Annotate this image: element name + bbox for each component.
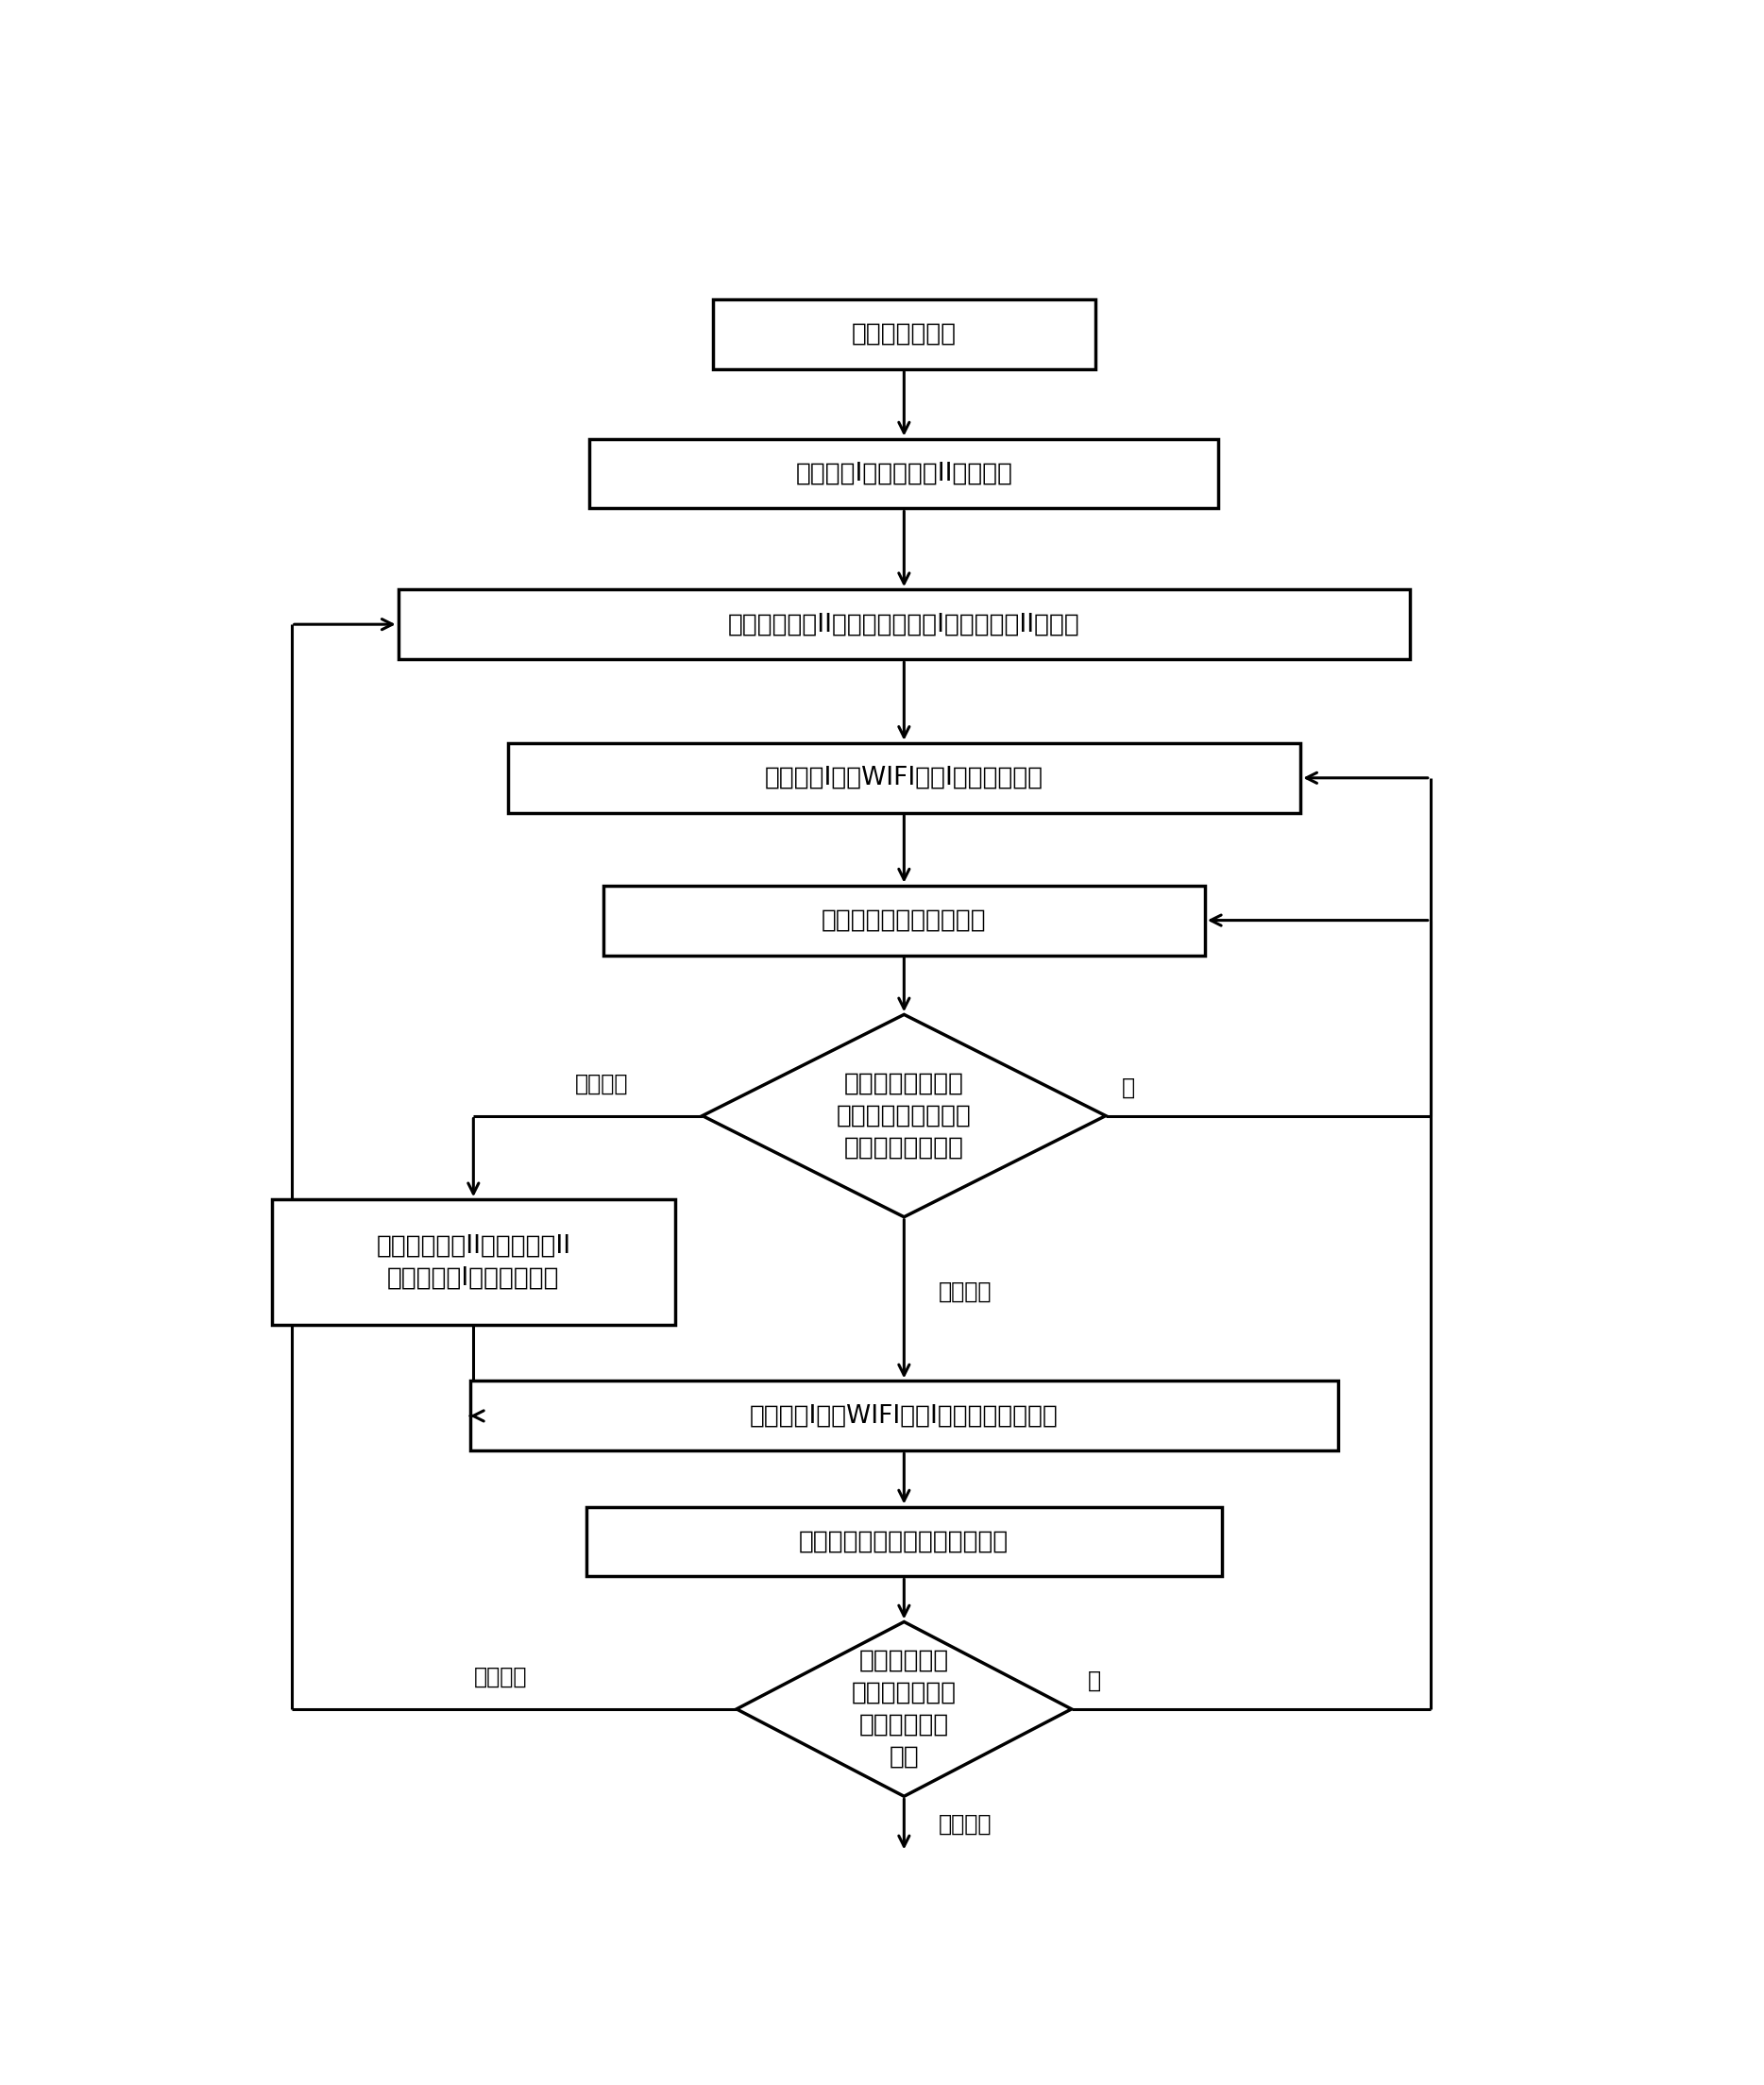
Text: 自动转换: 自动转换 (938, 1812, 991, 1835)
Polygon shape (702, 1015, 1106, 1218)
Text: 蓝牙模块I与蓝牙模块II配对连接: 蓝牙模块I与蓝牙模块II配对连接 (796, 461, 1013, 486)
Text: 手动转换: 手动转换 (475, 1666, 527, 1689)
Text: 是否进行自动唤醒
或手动唤醒扩展系统
进入正常工作状态: 是否进行自动唤醒 或手动唤醒扩展系统 进入正常工作状态 (836, 1072, 972, 1159)
Text: 扩展系统初始化: 扩展系统初始化 (852, 321, 956, 346)
FancyBboxPatch shape (589, 438, 1219, 509)
Polygon shape (737, 1622, 1071, 1797)
FancyBboxPatch shape (469, 1380, 1339, 1451)
Text: 通信模块I控制WIFI模块I进入正常工作模式: 通信模块I控制WIFI模块I进入正常工作模式 (750, 1403, 1058, 1428)
Text: 否: 否 (1122, 1076, 1136, 1099)
FancyBboxPatch shape (603, 886, 1205, 955)
FancyBboxPatch shape (713, 298, 1095, 369)
Text: 否: 否 (1088, 1670, 1101, 1693)
Text: 自动唤醒: 自动唤醒 (938, 1280, 991, 1303)
Text: 是否自动转换
或手动转换扩展
系统到低功耗
状态: 是否自动转换 或手动转换扩展 系统到低功耗 状态 (852, 1649, 956, 1770)
FancyBboxPatch shape (586, 1507, 1222, 1576)
Text: 通信模块I控制WIFI模块I进入省电模式: 通信模块I控制WIFI模块I进入省电模式 (766, 765, 1043, 790)
Text: 打开蓝牙模块II，蓝牙模块II
与蓝牙模块I自动建立连接: 打开蓝牙模块II，蓝牙模块II 与蓝牙模块I自动建立连接 (376, 1234, 572, 1291)
FancyBboxPatch shape (508, 742, 1300, 813)
FancyBboxPatch shape (399, 590, 1409, 659)
Text: 扩展系统进入各种正常工作状态: 扩展系统进入各种正常工作状态 (799, 1528, 1009, 1553)
Text: 手动唤醒: 手动唤醒 (575, 1072, 628, 1095)
Text: 关掉蓝牙模块II，断开蓝牙模块I与蓝牙模块II的连接: 关掉蓝牙模块II，断开蓝牙模块I与蓝牙模块II的连接 (729, 613, 1080, 636)
Text: 扩展系统进入低功耗状态: 扩展系统进入低功耗状态 (822, 909, 986, 932)
FancyBboxPatch shape (272, 1199, 676, 1326)
